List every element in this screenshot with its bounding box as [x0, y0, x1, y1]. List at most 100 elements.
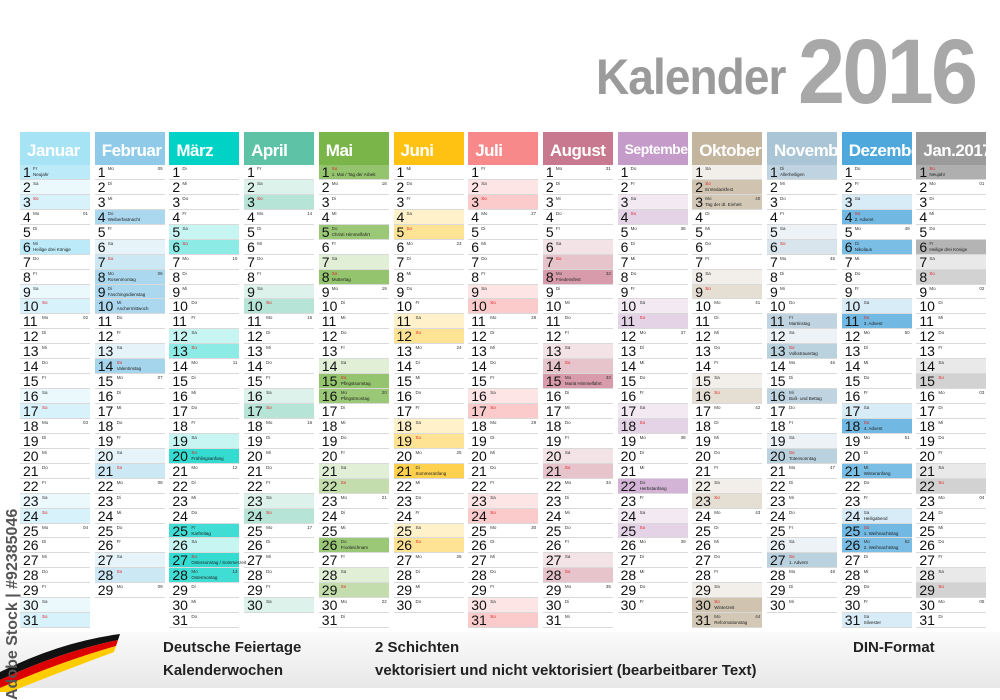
day-cell[interactable]: 26 Do — [916, 537, 987, 553]
day-cell[interactable]: 6 Do — [692, 239, 763, 255]
day-cell[interactable]: 15 Sa — [692, 373, 763, 389]
day-cell[interactable]: 10 Di — [916, 298, 987, 314]
day-cell[interactable]: 26 Mo 39 — [617, 537, 688, 553]
day-cell[interactable]: 22 Mo 08 — [94, 478, 165, 494]
day-cell[interactable]: 12 So — [393, 328, 464, 344]
day-cell[interactable]: 7 Fr — [692, 254, 763, 270]
day-cell[interactable]: 30 Mi — [169, 597, 240, 613]
day-cell[interactable]: 2 Di — [542, 179, 613, 195]
day-cell[interactable]: 15 Di — [767, 373, 837, 389]
day-cell[interactable]: 20 Di — [617, 448, 688, 464]
day-cell[interactable]: 21 Do — [20, 463, 90, 479]
day-cell[interactable]: 4 Mi — [318, 209, 389, 225]
day-cell[interactable]: 14 Do — [468, 358, 539, 374]
day-cell[interactable]: 21 Sa — [318, 463, 389, 479]
day-cell[interactable]: 11 Fr Martinstag — [767, 313, 837, 329]
day-cell[interactable]: 22 Do — [841, 478, 912, 494]
day-cell[interactable]: 2 Fr — [841, 179, 912, 195]
day-cell[interactable]: 10 Sa — [617, 298, 688, 314]
day-cell[interactable]: 15 Fr — [20, 373, 90, 389]
day-cell[interactable]: 19 Sa — [767, 433, 837, 449]
day-cell[interactable]: 11 Fr — [169, 313, 240, 329]
day-cell[interactable]: 16 Fr — [617, 388, 688, 404]
day-cell[interactable]: 23 Fr — [617, 493, 688, 509]
day-cell[interactable]: 5 Sa — [767, 224, 837, 240]
day-cell[interactable]: 20 Sa — [94, 448, 165, 464]
day-cell[interactable]: 19 Sa — [169, 433, 240, 449]
day-cell[interactable]: 18 Mi — [318, 418, 389, 434]
day-cell[interactable]: 19 Mo 38 — [617, 433, 688, 449]
day-cell[interactable]: 25 So 1. Weihnachtstag — [841, 523, 912, 539]
day-cell[interactable]: 17 Do — [767, 403, 837, 419]
day-cell[interactable]: 2 Sa — [244, 179, 315, 195]
day-cell[interactable]: 29 So — [916, 582, 987, 598]
day-cell[interactable]: 24 So — [20, 508, 90, 524]
day-cell[interactable]: 22 So — [318, 478, 389, 494]
day-cell[interactable]: 23 Di — [94, 493, 165, 509]
day-cell[interactable]: 3 Do — [169, 194, 240, 210]
day-cell[interactable]: 30 So Winterzeit — [692, 597, 763, 613]
day-cell[interactable]: 17 Di — [318, 403, 389, 419]
day-cell[interactable]: 15 Do — [841, 373, 912, 389]
day-cell[interactable]: 4 So — [617, 209, 688, 225]
day-cell[interactable]: 9 Fr — [617, 284, 688, 300]
day-cell[interactable]: 22 Di — [767, 478, 837, 494]
day-cell[interactable]: 29 Fr — [244, 582, 315, 598]
day-cell[interactable]: 24 Mo 43 — [692, 508, 763, 524]
day-cell[interactable]: 17 Sa — [841, 403, 912, 419]
day-cell[interactable]: 28 Do — [468, 567, 539, 583]
day-cell[interactable]: 17 Fr — [393, 403, 464, 419]
day-cell[interactable]: 9 Mo 19 — [318, 284, 389, 300]
day-cell[interactable]: 8 Di — [767, 269, 837, 285]
day-cell[interactable]: 13 Di — [841, 343, 912, 359]
day-cell[interactable]: 24 So — [244, 508, 315, 524]
day-cell[interactable]: 25 Fr — [767, 523, 837, 539]
day-cell[interactable]: 6 Mo 23 — [393, 239, 464, 255]
day-cell[interactable]: 30 Sa — [20, 597, 90, 613]
day-cell[interactable]: 17 Do — [169, 403, 240, 419]
day-cell[interactable]: 24 Fr — [393, 508, 464, 524]
day-cell[interactable]: 24 Mi — [94, 508, 165, 524]
day-cell[interactable]: 29 Di — [169, 582, 240, 598]
day-cell[interactable]: 6 Mi Heilige drei Könige — [20, 239, 90, 255]
day-cell[interactable]: 30 Fr — [617, 597, 688, 613]
day-cell[interactable]: 19 So — [393, 433, 464, 449]
day-cell[interactable]: 6 Fr — [318, 239, 389, 255]
day-cell[interactable]: 19 Fr — [542, 433, 613, 449]
day-cell[interactable]: 2 Do — [393, 179, 464, 195]
day-cell[interactable]: 14 So Valentinstag — [94, 358, 165, 374]
day-cell[interactable]: 25 Sa — [393, 523, 464, 539]
day-cell[interactable]: 29 Mo 35 — [542, 582, 613, 598]
day-cell[interactable]: 27 So 1. Advent — [767, 552, 837, 568]
day-cell[interactable]: 16 So — [692, 388, 763, 404]
day-cell[interactable]: 11 Mi — [916, 313, 987, 329]
day-cell[interactable]: 7 Mo 45 — [767, 254, 837, 270]
day-cell[interactable]: 21 So — [542, 463, 613, 479]
day-cell[interactable]: 19 Do — [318, 433, 389, 449]
day-cell[interactable]: 26 Fr — [542, 537, 613, 553]
day-cell[interactable]: 6 Sa — [94, 239, 165, 255]
day-cell[interactable]: 15 Mo 07 — [94, 373, 165, 389]
day-cell[interactable]: 17 So — [20, 403, 90, 419]
day-cell[interactable]: 6 Di Nikolaus — [841, 239, 912, 255]
day-cell[interactable]: 18 Mo 29 — [468, 418, 539, 434]
day-cell[interactable]: 28 Do — [244, 567, 315, 583]
day-cell[interactable]: 18 Fr — [169, 418, 240, 434]
day-cell[interactable]: 27 Fr — [916, 552, 987, 568]
day-cell[interactable]: 27 Mo 26 — [393, 552, 464, 568]
day-cell[interactable]: 12 Di — [20, 328, 90, 344]
day-cell[interactable]: 29 Di — [767, 582, 837, 598]
day-cell[interactable]: 25 Fr Karfreitag — [169, 523, 240, 539]
day-cell[interactable]: 2 Sa — [20, 179, 90, 195]
day-cell[interactable]: 16 Do — [393, 388, 464, 404]
day-cell[interactable]: 20 Fr — [318, 448, 389, 464]
day-cell[interactable]: 11 Mo 28 — [468, 313, 539, 329]
day-cell[interactable]: 28 Mi — [841, 567, 912, 583]
day-cell[interactable]: 28 Sa — [318, 567, 389, 583]
day-cell[interactable]: 1 Mo 05 — [94, 164, 165, 180]
day-cell[interactable]: 6 Mi — [244, 239, 315, 255]
day-cell[interactable]: 4 Do Weiberfastnacht — [94, 209, 165, 225]
day-cell[interactable]: 9 Sa — [468, 284, 539, 300]
day-cell[interactable]: 17 Mi — [94, 403, 165, 419]
day-cell[interactable]: 6 Di — [617, 239, 688, 255]
